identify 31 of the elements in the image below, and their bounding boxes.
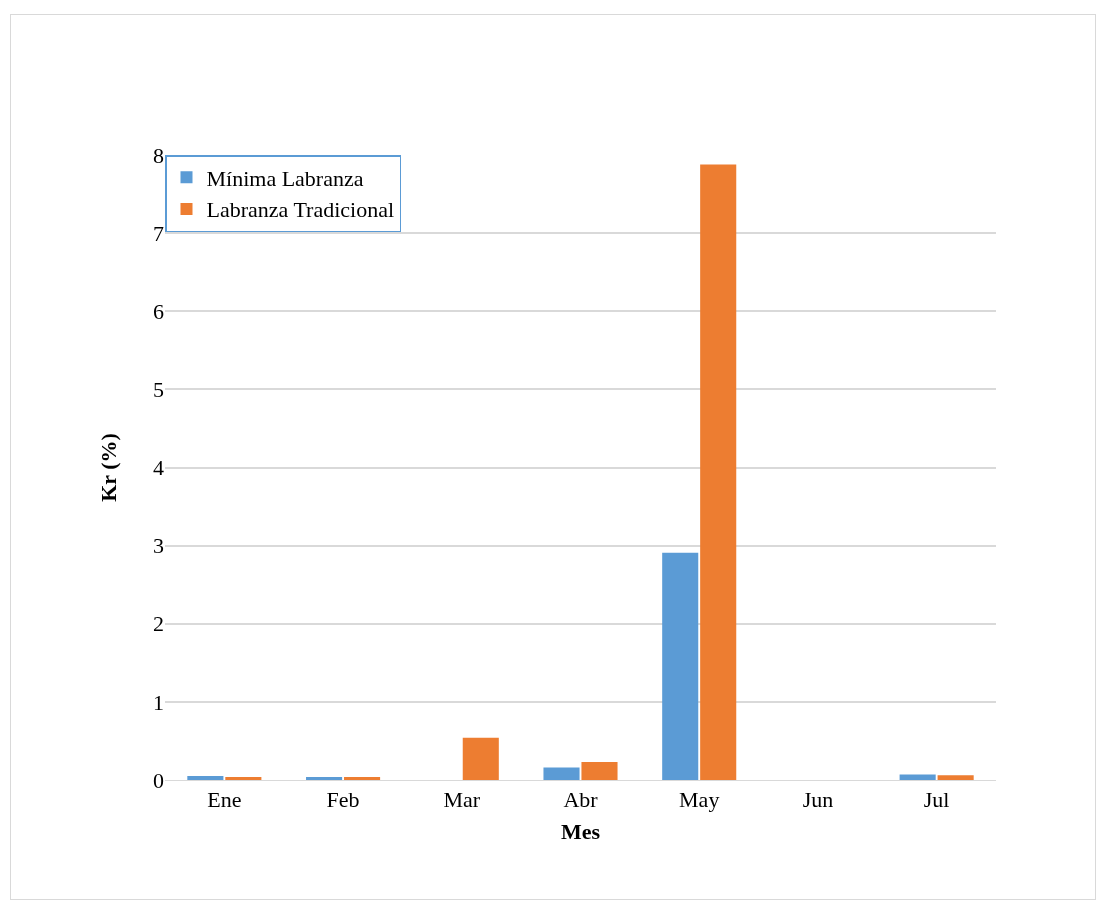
x-tick-label: Jul xyxy=(923,787,950,813)
bar xyxy=(344,776,381,780)
x-tick-label: Ene xyxy=(207,787,242,813)
y-tick-label: 4 xyxy=(153,455,164,481)
bar xyxy=(543,767,580,780)
legend-label: Labranza Tradicional xyxy=(206,197,395,223)
y-tick-label: 8 xyxy=(153,142,164,168)
y-tick-label: 1 xyxy=(153,689,164,715)
legend-label: Mínima Labranza xyxy=(206,165,364,191)
y-tick-label: 6 xyxy=(153,298,164,324)
bar xyxy=(462,737,499,780)
bar xyxy=(662,552,699,780)
bar xyxy=(225,776,262,780)
y-axis-title: Kr (%) xyxy=(95,433,121,502)
x-tick-label: Jun xyxy=(802,787,834,813)
y-tick-label: 2 xyxy=(153,611,164,637)
y-tick-label: 5 xyxy=(153,377,164,403)
x-axis-title: Mes xyxy=(560,819,601,845)
y-tick-label: 0 xyxy=(153,767,164,793)
bar xyxy=(581,762,618,780)
bar xyxy=(187,776,224,780)
bar xyxy=(306,776,343,780)
bar xyxy=(937,775,974,780)
x-tick-label: Mar xyxy=(443,787,481,813)
x-tick-label: May xyxy=(679,787,720,813)
y-tick-label: 7 xyxy=(153,220,164,246)
y-tick-label: 3 xyxy=(153,533,164,559)
bar xyxy=(899,774,936,780)
x-tick-label: Abr xyxy=(563,787,599,813)
x-tick-label: Feb xyxy=(326,787,360,813)
bar xyxy=(700,164,737,780)
